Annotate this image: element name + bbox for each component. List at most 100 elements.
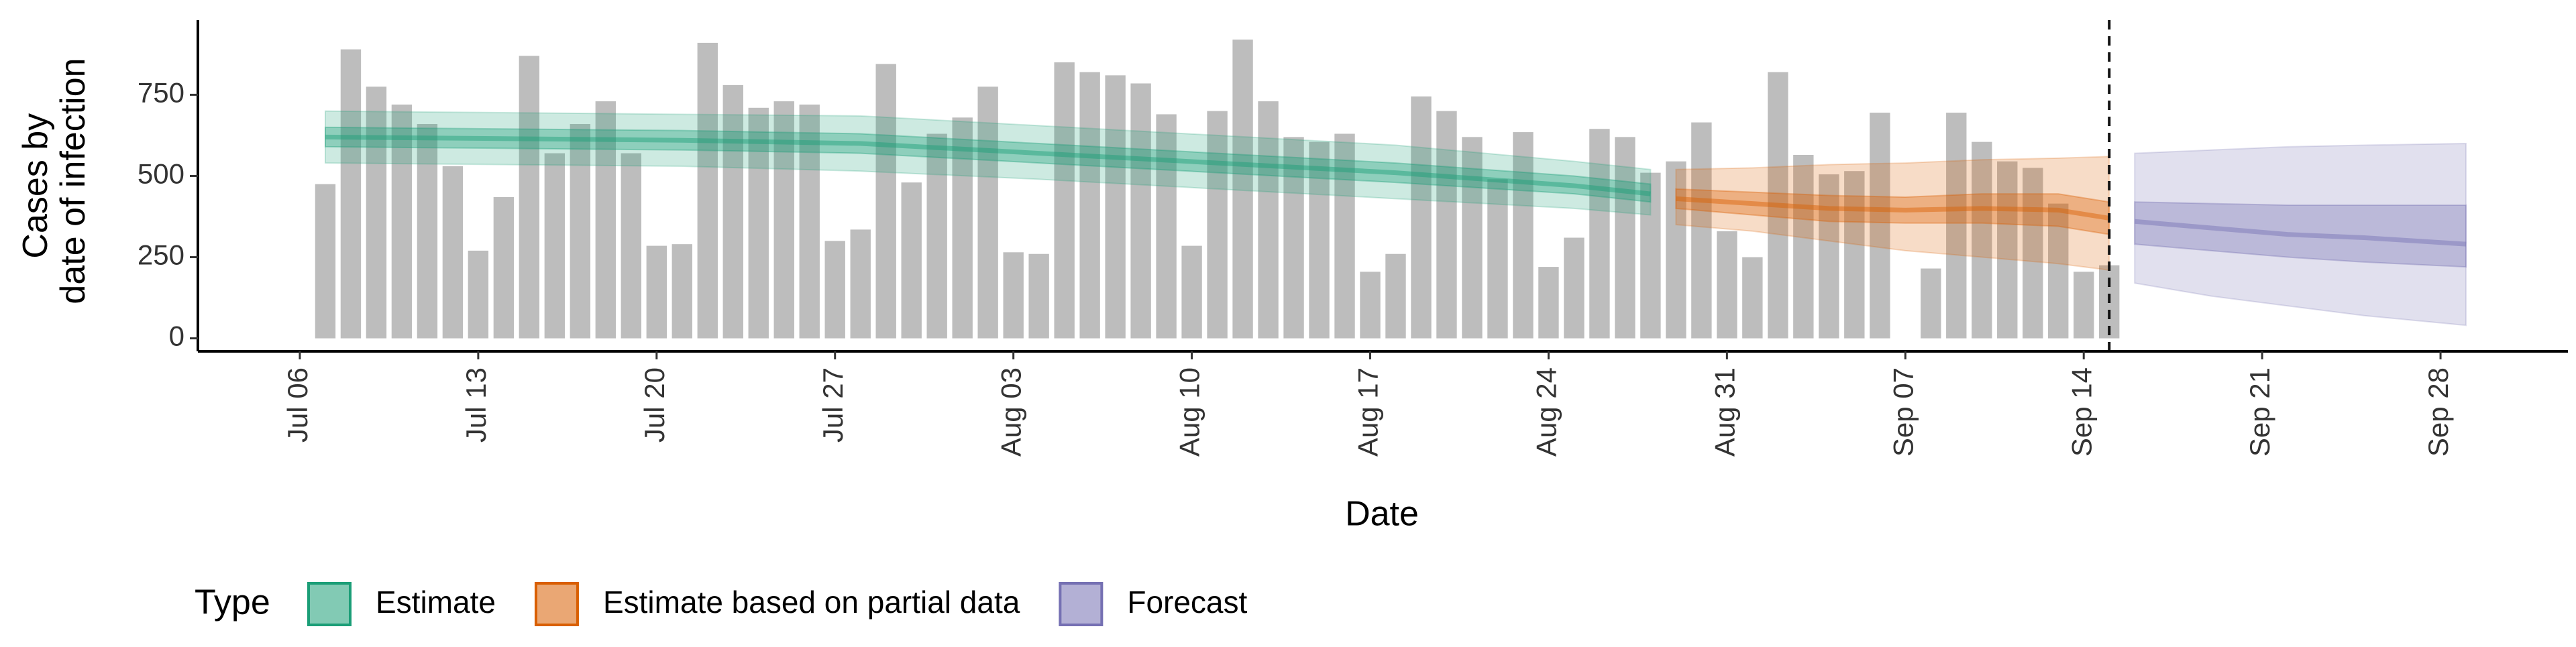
bar <box>773 101 794 339</box>
bar <box>1742 257 1763 339</box>
bar <box>1436 111 1457 339</box>
y-axis-title: Cases by date of infection <box>16 58 93 304</box>
ribbon <box>324 110 1652 216</box>
bar <box>646 245 667 339</box>
bar <box>621 153 642 339</box>
y-axis-title-line: Cases by <box>16 113 55 259</box>
bar <box>1819 174 1839 339</box>
bar <box>1615 137 1635 339</box>
bar <box>493 196 515 339</box>
bar <box>315 184 336 339</box>
bar <box>1997 161 2018 339</box>
bar <box>366 86 387 339</box>
x-tick-label: Jul 06 <box>282 367 313 443</box>
y-axis-title-line: date of infection <box>54 58 93 304</box>
bar <box>417 123 438 339</box>
bar <box>1870 113 1890 339</box>
bar <box>1666 161 1686 339</box>
bar <box>442 166 464 339</box>
bar <box>1717 231 1737 339</box>
legend-swatch <box>1059 582 1104 626</box>
bar <box>1385 253 1406 339</box>
bar <box>1334 133 1355 339</box>
ribbon <box>324 126 1652 203</box>
bar <box>926 133 947 339</box>
x-axis-title: Date <box>1345 495 1419 534</box>
bar <box>1105 75 1126 339</box>
x-tick-label: Aug 03 <box>996 367 1027 457</box>
bar <box>824 241 845 339</box>
bar <box>875 64 896 339</box>
bar <box>1768 72 1788 339</box>
bar <box>722 84 743 339</box>
bar <box>2074 272 2094 339</box>
bar <box>1258 101 1279 339</box>
bar <box>391 104 413 339</box>
bar <box>1028 253 1049 339</box>
bar <box>2048 203 2069 339</box>
bar <box>1487 179 1508 339</box>
bar <box>1921 268 1941 339</box>
bar <box>1232 40 1253 339</box>
bar <box>1003 252 1024 339</box>
x-tick-label: Sep 14 <box>2065 367 2097 457</box>
x-tick-label: Jul 20 <box>639 367 670 443</box>
x-tick-label: Aug 17 <box>1352 367 1384 457</box>
legend-swatch <box>307 582 352 626</box>
bar <box>1691 122 1712 339</box>
y-tick-label: 0 <box>169 320 184 352</box>
bar <box>977 86 998 339</box>
bar <box>1538 267 1559 339</box>
ribbon <box>2134 143 2467 327</box>
bar <box>1156 114 1177 339</box>
x-tick-label: Aug 10 <box>1174 367 1205 457</box>
bar <box>1309 141 1330 339</box>
bar <box>748 107 769 339</box>
x-tick-label: Sep 21 <box>2244 367 2275 457</box>
median-line <box>325 134 1651 196</box>
bar <box>544 153 566 339</box>
bar <box>1283 137 1304 339</box>
bar <box>901 182 922 339</box>
bar <box>1564 237 1585 339</box>
bar <box>1181 245 1202 339</box>
bar <box>2023 168 2043 339</box>
bar <box>468 250 489 339</box>
bar <box>519 56 540 339</box>
bar <box>1207 111 1228 339</box>
bar <box>1079 72 1100 339</box>
bar <box>1640 172 1661 339</box>
bar <box>1589 129 1610 339</box>
bar <box>1513 132 1534 339</box>
ribbon <box>2134 201 2467 268</box>
bar <box>1411 96 1432 339</box>
median-line <box>1676 196 2110 221</box>
bar <box>1793 154 1814 339</box>
bar <box>697 42 718 339</box>
bar <box>1054 62 1075 339</box>
legend-label: Forecast <box>1127 585 1247 620</box>
legend-swatch <box>534 582 579 626</box>
bar <box>340 49 362 339</box>
y-tick-label: 750 <box>138 76 184 108</box>
x-tick-label: Sep 07 <box>1887 367 1919 457</box>
median-line <box>2134 219 2467 247</box>
bar <box>952 117 973 339</box>
legend-label: Estimate <box>376 585 496 620</box>
x-tick-label: Jul 13 <box>460 367 492 443</box>
bar <box>1972 141 1992 339</box>
legend-label: Estimate based on partial data <box>603 585 1020 620</box>
y-tick-label: 500 <box>138 158 184 190</box>
bar <box>850 229 871 339</box>
x-tick-label: Sep 28 <box>2422 367 2454 457</box>
bar <box>1946 113 1967 339</box>
bar <box>1844 171 1865 339</box>
bar <box>1360 272 1381 339</box>
bar <box>1130 83 1151 339</box>
legend-title: Type <box>195 583 270 622</box>
bar <box>595 101 616 339</box>
bar <box>1462 137 1483 339</box>
x-tick-label: Jul 27 <box>817 367 849 443</box>
